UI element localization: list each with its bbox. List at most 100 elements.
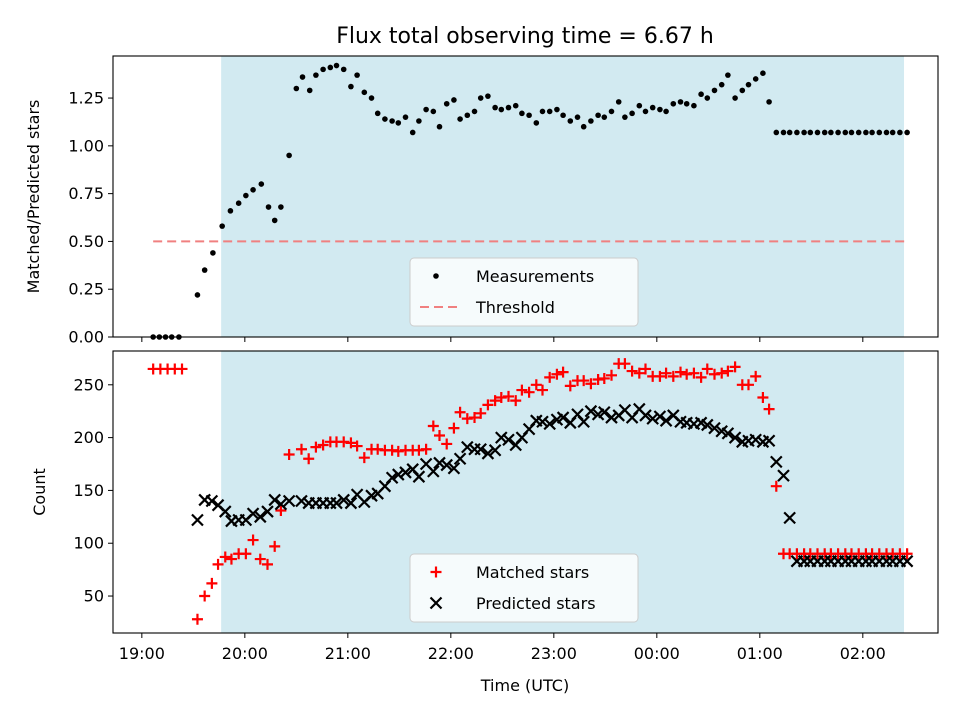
data-point [688, 367, 700, 379]
data-point [639, 409, 652, 422]
data-point [205, 494, 219, 508]
data-point [265, 204, 272, 210]
data-point [261, 505, 274, 518]
data-point [675, 366, 687, 378]
data-point [395, 120, 402, 126]
data-point [883, 129, 890, 136]
x-tick-label: 20:00 [222, 644, 268, 663]
legend-box [409, 257, 639, 327]
data-point [708, 421, 721, 435]
data-point [402, 114, 409, 120]
data-point [240, 548, 252, 560]
legend-swatch [433, 273, 439, 279]
data-point [649, 104, 656, 111]
data-point [760, 70, 766, 77]
data-point [219, 223, 225, 229]
data-point [598, 405, 611, 419]
data-point [469, 412, 481, 424]
data-point [729, 361, 741, 373]
data-point [530, 379, 542, 391]
data-point [842, 129, 849, 136]
data-point [897, 129, 903, 136]
data-point [488, 444, 502, 457]
data-point [752, 76, 759, 82]
data-point [659, 414, 673, 427]
data-point [447, 461, 461, 475]
data-point [654, 370, 666, 382]
data-point [453, 452, 467, 466]
data-point [626, 365, 638, 377]
data-point [721, 427, 735, 440]
data-point [526, 112, 532, 119]
y-tick-label: 0.75 [68, 184, 104, 203]
data-point [544, 371, 556, 383]
y-tick-label: 0.25 [68, 280, 104, 299]
data-point [274, 497, 288, 511]
data-point [783, 511, 796, 525]
data-point [191, 513, 204, 527]
data-point [683, 100, 690, 107]
y-tick-label: 50 [84, 587, 104, 606]
data-point [821, 129, 828, 136]
data-point [495, 431, 508, 444]
data-point [564, 380, 576, 392]
data-point [642, 108, 649, 115]
data-point [848, 129, 855, 136]
data-point [598, 372, 610, 384]
data-point [516, 384, 528, 396]
data-point [505, 104, 512, 111]
data-point [711, 87, 718, 94]
axes-frame [112, 350, 939, 634]
data-point [481, 447, 495, 460]
data-point [210, 250, 216, 256]
data-point [605, 411, 618, 424]
data-point [863, 129, 869, 136]
data-point [427, 465, 440, 478]
series-predicted-stars [191, 402, 914, 568]
x-tick-label: 00:00 [634, 644, 680, 663]
data-point [695, 371, 707, 383]
data-point [451, 97, 457, 103]
legend-label: Threshold [475, 298, 555, 317]
data-point [595, 112, 601, 119]
data-point [560, 112, 566, 119]
data-point [227, 208, 234, 214]
data-point [471, 108, 478, 115]
data-point [646, 412, 659, 425]
data-point [191, 613, 203, 625]
data-point [546, 108, 553, 115]
data-point [461, 440, 474, 454]
data-point [306, 87, 313, 94]
data-point [639, 363, 651, 375]
data-point [732, 95, 738, 101]
data-point [667, 370, 679, 382]
data-point [303, 453, 315, 465]
data-point [554, 106, 560, 113]
data-point [539, 108, 546, 115]
data-point [433, 456, 446, 470]
data-point [663, 108, 669, 115]
y-axis-label: Matched/Predicted stars [24, 100, 43, 294]
data-point [337, 493, 350, 507]
data-point [269, 540, 281, 552]
y-tick-label: 0.50 [68, 232, 104, 251]
data-point [348, 83, 354, 90]
legend-label: Matched stars [476, 563, 589, 582]
data-point [268, 493, 281, 507]
data-point [763, 403, 775, 415]
data-point [293, 85, 300, 92]
data-point [578, 375, 590, 387]
data-point [766, 99, 772, 105]
data-point [317, 439, 329, 451]
y-tick-label: 1.00 [68, 136, 104, 155]
data-point [701, 418, 714, 432]
x-tick-label: 23:00 [531, 644, 577, 663]
series-matched-stars [147, 358, 913, 625]
data-point [608, 108, 615, 115]
data-point [333, 62, 340, 69]
data-point [794, 129, 800, 136]
data-point [392, 468, 405, 481]
data-point [757, 391, 769, 403]
data-point [777, 469, 790, 482]
data-point [701, 363, 713, 375]
